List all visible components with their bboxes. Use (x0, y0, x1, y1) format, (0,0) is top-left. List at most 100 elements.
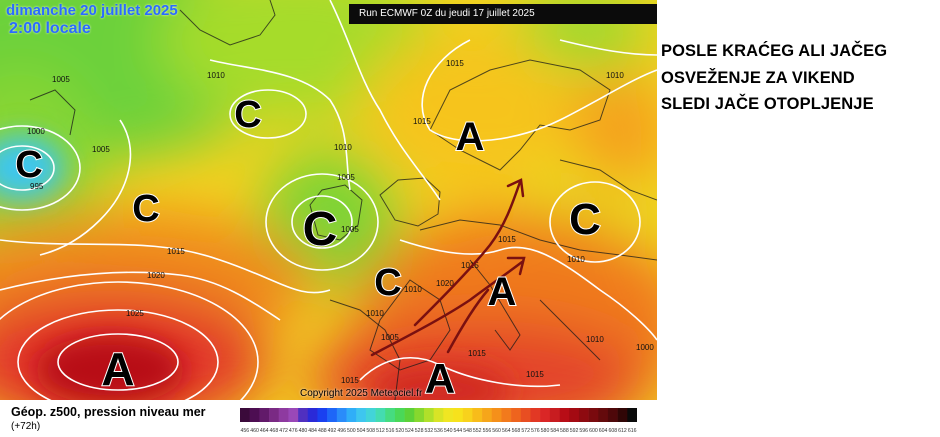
pressure-label: 1005 (341, 225, 359, 234)
scale-swatch (240, 408, 250, 422)
scale-swatch (501, 408, 512, 422)
scale-tick-label: 524 (405, 428, 414, 434)
copyright: Copyright 2025 Meteociel.fr (300, 388, 423, 399)
scale-swatch (511, 408, 522, 422)
scale-swatch (404, 408, 415, 422)
scale-tick-label: 608 (608, 428, 617, 434)
scale-swatch (607, 408, 618, 422)
scale-tick-label: 604 (599, 428, 608, 434)
headline-line: SLEDI JAČE OTOPLJENJE (661, 95, 874, 113)
scale-swatch (249, 408, 260, 422)
scale-swatch (433, 408, 444, 422)
pressure-label: 1005 (337, 173, 355, 182)
pressure-label: 1015 (446, 59, 464, 68)
scale-tick-label: 572 (521, 428, 530, 434)
pressure-label: 1010 (586, 335, 604, 344)
forecast-date: dimanche 20 juillet 2025 (6, 2, 178, 19)
scale-tick-label: 520 (395, 428, 404, 434)
scale-swatch (472, 408, 483, 422)
headline: POSLE KRAĆEG ALI JAČEG OSVEŽENJE ZA VIKE… (661, 38, 937, 118)
scale-swatch (288, 408, 299, 422)
scale-tick-label: 592 (570, 428, 579, 434)
scale-swatch (627, 408, 637, 422)
scale-tick-label: 584 (550, 428, 559, 434)
low-pressure-marker: C (374, 262, 401, 304)
scale-tick-label: 484 (308, 428, 317, 434)
scale-tick-label: 508 (366, 428, 375, 434)
pressure-labels: 1005 1000 995 1005 1010 1010 1005 1015 1… (27, 59, 654, 385)
pressure-label: 1000 (636, 343, 654, 352)
pressure-label: 1010 (606, 71, 624, 80)
scale-swatch (307, 408, 318, 422)
scale-swatch (394, 408, 405, 422)
pressure-label: 1025 (126, 309, 144, 318)
low-pressure-marker: C (234, 94, 261, 136)
low-pressure-marker: C (15, 144, 42, 186)
pressure-label: 1015 (461, 261, 479, 270)
pressure-label: 1015 (167, 247, 185, 256)
scale-swatch (453, 408, 463, 422)
scale-swatch (298, 408, 309, 422)
low-pressure-marker: C (132, 188, 159, 230)
pressure-label: 1010 (404, 285, 422, 294)
pressure-label: 1010 (567, 255, 585, 264)
pressure-label: 995 (30, 182, 44, 191)
scale-tick-label: 468 (270, 428, 279, 434)
scale-swatch (598, 408, 609, 422)
low-pressure-marker: C (303, 203, 338, 256)
coastlines (29, 0, 657, 400)
scale-tick-label: 488 (318, 428, 327, 434)
high-pressure-marker: A (488, 270, 517, 314)
scale-tick-label: 544 (454, 428, 463, 434)
high-pressure-marker: A (101, 343, 134, 395)
pressure-label: 1010 (334, 143, 352, 152)
pressure-label: 1020 (436, 279, 454, 288)
scale-swatch (414, 408, 425, 422)
scale-swatch (269, 408, 280, 422)
pressure-label: 1005 (381, 333, 399, 342)
scale-tick-label: 600 (589, 428, 598, 434)
pressure-label: 1015 (498, 235, 516, 244)
scale-tick-label: 516 (386, 428, 395, 434)
scale-swatch (482, 408, 493, 422)
scale-tick-label: 616 (628, 428, 637, 434)
weather-map: 1005 1000 995 1005 1010 1010 1005 1015 1… (0, 0, 657, 400)
scale-tick-label: 504 (357, 428, 366, 434)
scale-tick-label: 512 (376, 428, 385, 434)
scale-swatch (327, 408, 338, 422)
pressure-label: 1010 (207, 71, 225, 80)
scale-swatch (443, 408, 454, 422)
high-pressure-marker: A (456, 115, 485, 159)
high-pressure-marker: A (425, 355, 455, 400)
scale-tick-label: 556 (483, 428, 492, 434)
scale-swatch (520, 408, 531, 422)
scale-tick-label: 460 (250, 428, 259, 434)
scale-swatch (578, 408, 589, 422)
low-pressure-marker: C (569, 195, 601, 244)
scale-tick-label: 588 (560, 428, 569, 434)
scale-swatch (259, 408, 270, 422)
scale-tick-label: 552 (473, 428, 482, 434)
scale-tick-label: 564 (502, 428, 511, 434)
scale-tick-label: 528 (415, 428, 424, 434)
scale-swatch (356, 408, 367, 422)
scale-tick-label: 480 (299, 428, 308, 434)
color-scale: 456 460 464 468 472 476 480 484 488 492 496 500 504 5… (240, 408, 637, 434)
scale-tick-label: 596 (579, 428, 588, 434)
scale-swatch (365, 408, 376, 422)
forecast-time: 2:00 locale (9, 20, 91, 37)
scale-tick-label: 464 (260, 428, 269, 434)
forecast-lead: (+72h) (11, 421, 41, 432)
scale-swatch (617, 408, 628, 422)
scale-tick-label: 472 (279, 428, 288, 434)
scale-tick-label: 532 (424, 428, 433, 434)
scale-tick-label: 560 (492, 428, 501, 434)
pressure-label: 1015 (413, 117, 431, 126)
scale-tick-label: 580 (541, 428, 550, 434)
scale-tick-label: 496 (337, 428, 346, 434)
scale-tick-label: 536 (434, 428, 443, 434)
scale-tick-label: 476 (289, 428, 298, 434)
scale-swatch (491, 408, 502, 422)
scale-swatch (530, 408, 541, 422)
headline-line: OSVEŽENJE ZA VIKEND (661, 68, 855, 87)
